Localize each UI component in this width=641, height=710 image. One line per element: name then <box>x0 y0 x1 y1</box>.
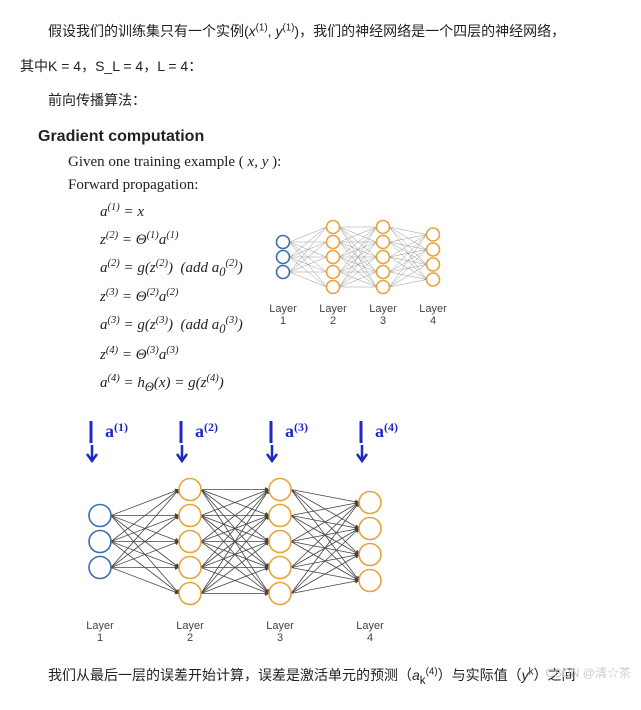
svg-text:4: 4 <box>430 315 436 327</box>
svg-text:Layer: Layer <box>86 620 114 632</box>
svg-text:1: 1 <box>280 315 286 327</box>
equation: z(4) = Θ(3)a(3) <box>100 342 243 369</box>
t: (1) <box>256 22 268 33</box>
equation: z(3) = Θ(2)a(2) <box>100 284 243 311</box>
svg-text:Layer: Layer <box>369 303 397 315</box>
svg-text:3: 3 <box>277 632 283 644</box>
t: 其中K = 4，S_L = 4，L = 4： <box>20 58 202 74</box>
t: 前向传播算法： <box>48 92 146 108</box>
equation: a(3) = g(z(3)) (add a0(3)) <box>100 312 243 341</box>
t: x <box>249 23 256 39</box>
svg-text:4: 4 <box>367 632 373 644</box>
nn-diagram-big: Layer1a(1)Layer2a(2)Layer3a(3)Layer4a(4) <box>60 419 621 652</box>
t: (1) <box>282 22 294 33</box>
intro-p3: 前向传播算法： <box>20 87 621 114</box>
conclusion: 我们从最后一层的误差开始计算，误差是激活单元的预测（ak(4)）与实际值（yk）… <box>20 662 621 692</box>
equation: a(2) = g(z(2)) (add a0(2)) <box>100 255 243 284</box>
equation: a(4) = hΘ(x) = g(z(4)) <box>100 370 243 399</box>
intro-p1: 假设我们的训练集只有一个实例(x(1), y(1))，我们的神经网络是一个四层的… <box>20 18 621 45</box>
svg-text:Layer: Layer <box>356 620 384 632</box>
svg-text:Layer: Layer <box>419 303 447 315</box>
t: ）与实际值（ <box>438 667 522 683</box>
svg-text:2: 2 <box>187 632 193 644</box>
svg-text:Layer: Layer <box>176 620 204 632</box>
t: )，我们的神经网络是一个四层的神经网络， <box>294 23 565 39</box>
t: x, y <box>248 154 269 170</box>
svg-text:Layer: Layer <box>266 620 294 632</box>
t: ): <box>268 154 281 170</box>
svg-text:Layer: Layer <box>319 303 347 315</box>
svg-text:3: 3 <box>380 315 386 327</box>
given-line: Given one training example ( x, y ): <box>68 154 621 171</box>
t: 我们从最后一层的误差开始计算，误差是激活单元的预测（ <box>48 667 412 683</box>
watermark: CSDN @清☆茶 <box>545 664 631 681</box>
section-heading: Gradient computation <box>38 128 621 146</box>
svg-text:a(4): a(4) <box>375 420 398 441</box>
t: (4) <box>426 667 438 678</box>
nn-diagram-small: Layer1Layer2Layer3Layer4 <box>263 202 463 335</box>
svg-text:a(1): a(1) <box>105 420 128 441</box>
equation: a(1) = x <box>100 199 243 226</box>
svg-text:a(3): a(3) <box>285 420 308 441</box>
svg-text:1: 1 <box>97 632 103 644</box>
t: 假设我们的训练集只有一个实例( <box>48 23 249 39</box>
svg-text:a(2): a(2) <box>195 420 218 441</box>
t: a <box>412 667 420 683</box>
svg-text:2: 2 <box>330 315 336 327</box>
forward-line: Forward propagation: <box>68 177 621 194</box>
svg-text:Layer: Layer <box>269 303 297 315</box>
equation: z(2) = Θ(1)a(1) <box>100 227 243 254</box>
intro-p2: 其中K = 4，S_L = 4，L = 4： <box>20 53 621 80</box>
t: y <box>522 667 529 683</box>
equations: a(1) = xz(2) = Θ(1)a(1)a(2) = g(z(2)) (a… <box>100 198 243 400</box>
t: Given one training example ( <box>68 154 248 170</box>
